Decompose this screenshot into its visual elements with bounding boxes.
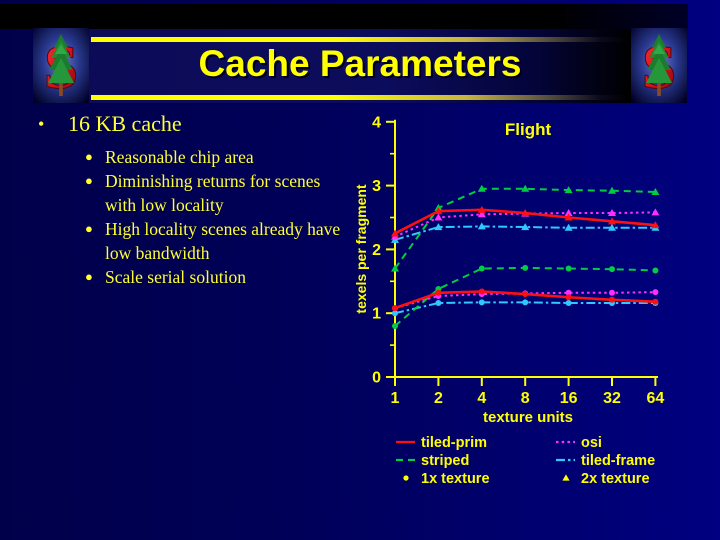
- sub-bullet-item: ● Diminishing returns for scenes with lo…: [30, 169, 350, 217]
- data-point-triangle: [608, 209, 616, 217]
- bullet-item-main: • 16 KB cache: [30, 110, 350, 138]
- stanford-logo-left: S: [33, 28, 89, 103]
- data-point-triangle: [608, 186, 616, 194]
- y-axis-title: texels per fragment: [353, 184, 369, 313]
- header-shadow-band: [0, 4, 688, 29]
- bullet-list: • 16 KB cache ● Reasonable chip area ● D…: [30, 110, 350, 289]
- bullet-dot: ●: [85, 149, 93, 164]
- data-point-circle: [565, 294, 572, 301]
- legend-label: 1x texture: [421, 471, 490, 487]
- data-point-circle: [478, 288, 485, 295]
- sub-bullet-text: Reasonable chip area: [105, 147, 254, 167]
- sub-bullet-list: ● Reasonable chip area ● Diminishing ret…: [30, 145, 350, 289]
- sub-bullet-item: ● Reasonable chip area: [30, 145, 350, 169]
- data-point-triangle: [562, 474, 570, 481]
- data-point-triangle: [651, 208, 660, 216]
- data-point-triangle: [391, 264, 399, 272]
- bullet-dot: •: [38, 114, 45, 134]
- data-point-triangle: [564, 209, 573, 217]
- legend-label: striped: [421, 453, 469, 469]
- data-point-circle: [478, 299, 485, 306]
- bullet-dot: ●: [85, 269, 93, 284]
- title-rule-bottom: [91, 95, 627, 100]
- legend-label: osi: [581, 435, 602, 451]
- x-tick-label: 1: [391, 390, 400, 407]
- sub-bullet-text: High locality scenes already have low ba…: [105, 219, 341, 263]
- sub-bullet-item: ● High locality scenes already have low …: [30, 217, 350, 265]
- data-point-circle: [609, 289, 615, 296]
- data-point-triangle: [477, 210, 486, 218]
- data-point-triangle: [477, 222, 486, 230]
- stanford-tree-icon: [646, 34, 672, 96]
- data-point-circle: [522, 299, 529, 306]
- title-rule-top: [91, 37, 627, 42]
- bullet-text: 16 KB cache: [68, 111, 182, 136]
- y-tick-label: 4: [372, 114, 381, 131]
- x-tick-label: 32: [603, 390, 621, 407]
- data-point-triangle: [564, 186, 573, 194]
- data-point-circle: [652, 267, 659, 274]
- data-point-circle: [609, 296, 615, 303]
- data-point-triangle: [477, 205, 486, 213]
- data-point-circle: [392, 305, 398, 312]
- data-point-circle: [565, 265, 572, 272]
- data-point-circle: [435, 289, 442, 296]
- data-point-triangle: [521, 223, 530, 231]
- y-tick-label: 2: [372, 242, 381, 259]
- y-tick-label: 1: [372, 306, 381, 323]
- data-point-circle: [652, 289, 659, 296]
- legend-label: tiled-prim: [421, 435, 487, 451]
- data-point-triangle: [564, 223, 573, 231]
- data-point-triangle: [521, 209, 530, 217]
- data-point-circle: [522, 291, 529, 298]
- data-point-circle: [435, 299, 442, 306]
- sub-bullet-text: Diminishing returns for scenes with low …: [105, 171, 321, 215]
- data-point-circle: [652, 298, 659, 305]
- data-point-triangle: [564, 213, 573, 221]
- sub-bullet-text: Scale serial solution: [105, 267, 246, 287]
- data-point-triangle: [521, 184, 530, 192]
- flight-chart: 0 1 2 3 4 1 2 4 8 16 32 64 Flight texture units texels…: [350, 105, 720, 505]
- data-point-triangle: [477, 184, 486, 192]
- data-point-triangle: [651, 187, 660, 195]
- legend-label: 2x texture: [581, 471, 650, 487]
- data-point-circle: [522, 264, 529, 271]
- title-banner: Cache Parameters: [89, 29, 631, 103]
- bullet-dot: ●: [85, 173, 93, 188]
- data-point-triangle: [434, 207, 443, 215]
- data-point-triangle: [651, 221, 660, 229]
- x-tick-label: 64: [647, 390, 665, 407]
- data-point-circle: [478, 265, 485, 272]
- data-point-circle: [565, 289, 572, 296]
- data-point-triangle: [608, 217, 616, 225]
- data-point-circle: [565, 299, 572, 306]
- x-axis-title: texture units: [483, 409, 573, 426]
- data-point-triangle: [391, 229, 399, 237]
- data-point-circle: [403, 475, 409, 481]
- data-point-circle: [609, 266, 615, 273]
- data-point-triangle: [608, 223, 616, 231]
- sub-bullet-item: ● Scale serial solution: [30, 265, 350, 289]
- x-tick-label: 8: [521, 390, 530, 407]
- y-tick-label: 3: [372, 178, 381, 195]
- slide-title: Cache Parameters: [198, 43, 522, 84]
- x-tick-label: 2: [434, 390, 443, 407]
- data-point-circle: [392, 310, 398, 317]
- x-tick-label: 16: [560, 390, 578, 407]
- data-point-triangle: [434, 213, 443, 221]
- data-point-circle: [392, 322, 398, 329]
- data-point-triangle: [434, 223, 443, 231]
- x-tick-label: 4: [477, 390, 486, 407]
- chart-title: Flight: [505, 120, 552, 139]
- stanford-tree-icon: [48, 34, 74, 96]
- legend-label: tiled-frame: [581, 453, 655, 469]
- y-tick-label: 0: [372, 370, 381, 387]
- stanford-logo-right: S: [631, 28, 687, 103]
- bullet-dot: ●: [85, 221, 93, 236]
